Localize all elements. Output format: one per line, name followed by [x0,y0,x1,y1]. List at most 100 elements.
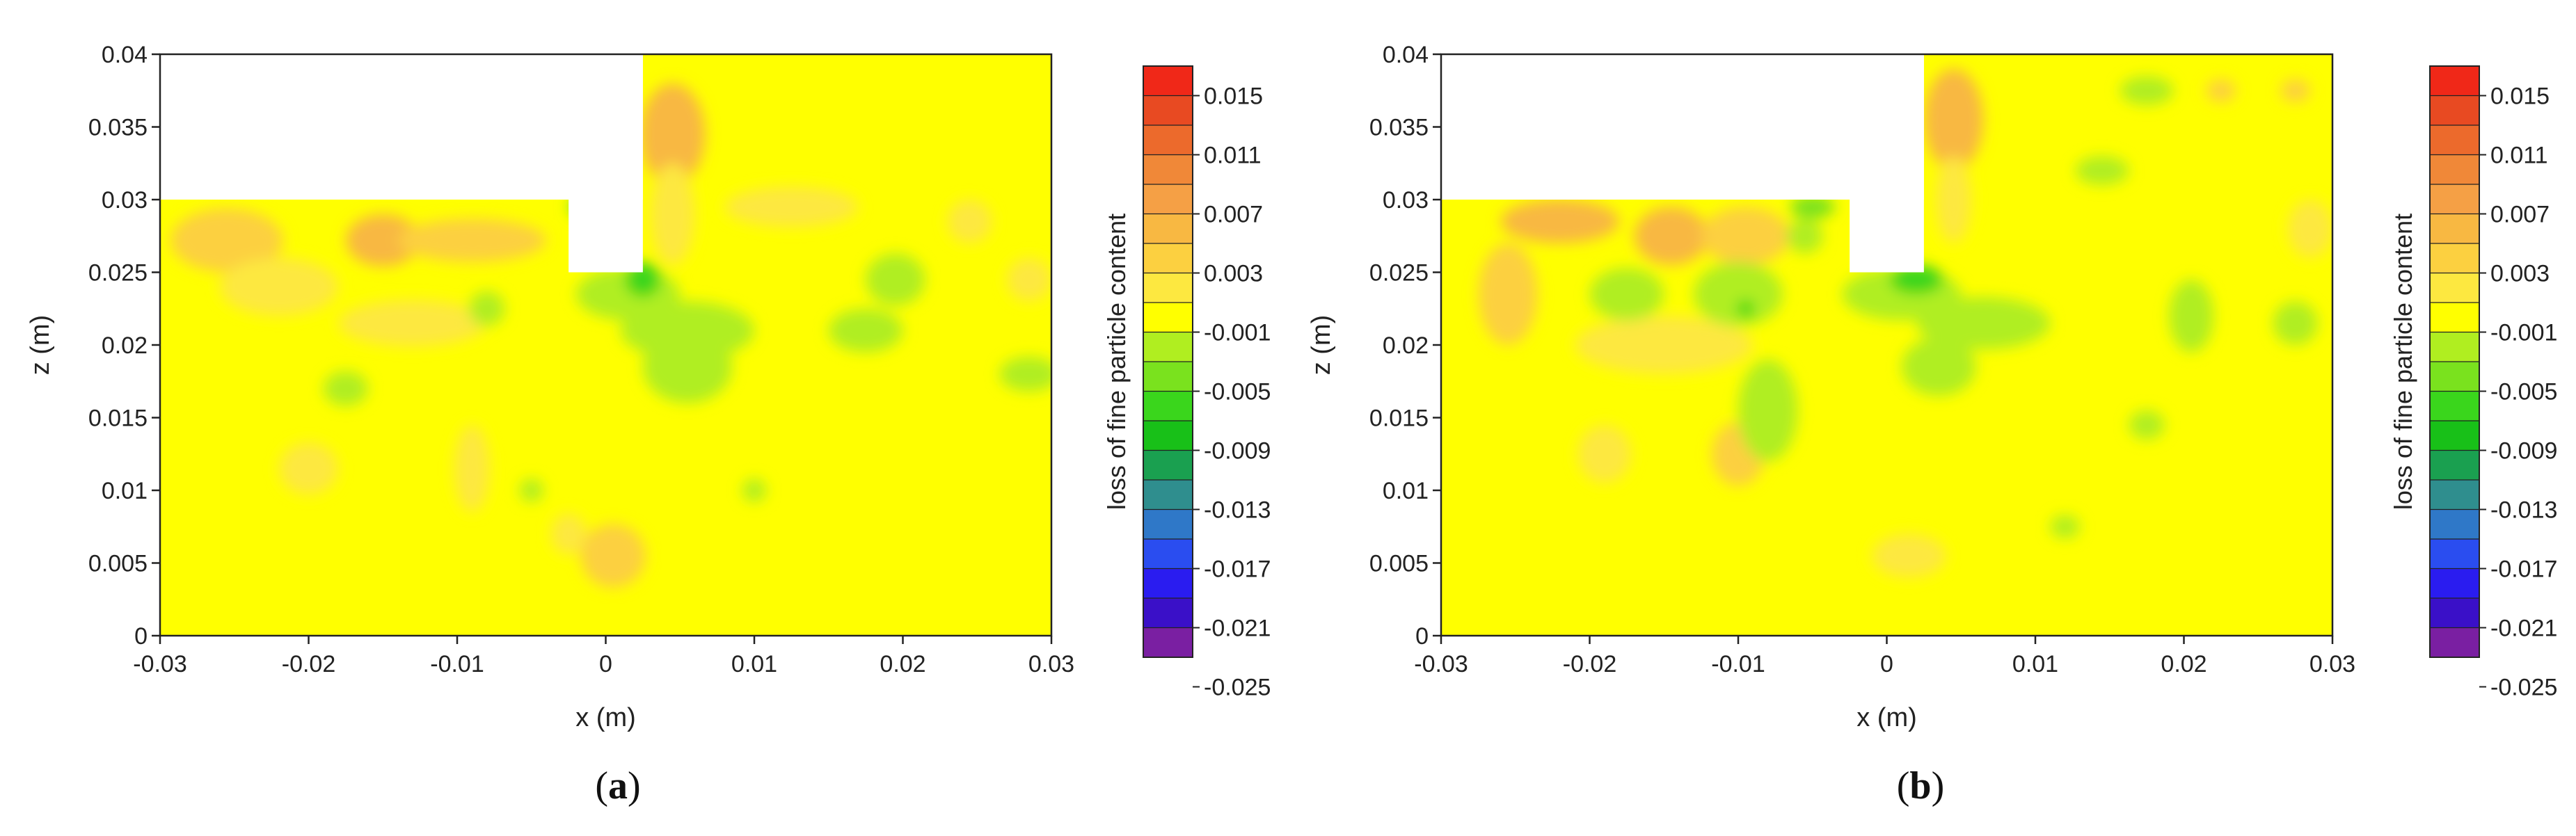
colorbar-tick-label: 0.007 [2490,202,2550,228]
panel-caption-label: b [1909,764,1931,807]
x-tick-label: 0.01 [731,651,777,677]
contour-patch [580,524,646,588]
contour-patch [338,300,487,347]
contour-patch [2129,410,2165,440]
colorbar-tick-label: -0.009 [1204,438,1271,465]
contour-patch [2169,279,2214,353]
y-tick-label: 0.02 [102,332,148,359]
colorbar-segment [1143,273,1193,303]
contour-patch [947,200,992,243]
contour-patch [2287,200,2332,258]
colorbar-segment [2430,421,2479,451]
colorbar-tick-label: -0.013 [2490,497,2557,524]
colorbar-segment [1143,125,1193,155]
contour-patch [278,442,339,495]
colorbar: 0.015 0.011 0.007 0.003 -0.001 -0.005 -0.009 -0… [2389,65,2557,701]
y-axis-label: z (m) [1307,315,1336,376]
contour-patch [550,513,587,554]
contour-patch [1478,243,1538,345]
colorbar-segment [1143,450,1193,481]
colorbar-segment [1143,154,1193,185]
contour-patch [1577,424,1632,483]
y-tick-label: 0.035 [88,115,148,141]
panel-caption: (b) [1897,764,1944,807]
contour-patch [866,253,925,306]
y-tick-label: 0.015 [1369,405,1429,432]
colorbar-segment [1143,627,1193,658]
panel-caption: (a) [595,764,640,807]
colorbar-segment [1143,480,1193,510]
x-axis-label: x (m) [575,703,636,732]
colorbar-tick-label: -0.025 [2490,675,2557,701]
y-tick-label: 0.03 [1383,187,1429,214]
contour-patch [1872,533,1946,578]
colorbar-segment [2430,627,2479,658]
colorbar-segment [1143,243,1193,273]
colorbar-segment [2430,95,2479,126]
excavation-region [1850,54,1924,273]
contour-field [160,54,1051,636]
contour-patches [1478,68,2332,578]
y-tick-label: 0.02 [1383,332,1429,359]
y-tick-label: 0.015 [88,405,148,432]
excavation-region [160,54,643,200]
colorbar-tick-label: 0.015 [2490,83,2550,110]
colorbar-segment [2430,66,2479,96]
y-tick-label: 0.025 [1369,260,1429,287]
colorbar-segment [1143,66,1193,96]
y-tick-label: 0.005 [88,551,148,577]
colorbar-segment [2430,450,2479,481]
colorbar-tick-label: -0.021 [1204,616,1271,642]
contour-patch [2120,76,2174,106]
colorbar-segment [2430,184,2479,214]
panel-caption-label: a [608,764,628,807]
colorbar-segment [1143,303,1193,332]
colorbar-tick-label: -0.021 [2490,616,2557,642]
contour-patch [742,479,767,502]
x-tick-label: 0.02 [880,651,925,677]
colorbar-tick-label: 0.011 [1204,143,1262,169]
contour-patch [1693,262,1783,326]
y-axis-label: z (m) [26,315,55,376]
x-tick-label: 0 [599,651,612,677]
contour-patch [1500,200,1620,243]
colorbar-segment [1143,184,1193,214]
y-tick-label: 0 [134,623,148,650]
colorbar-frame [2429,65,2480,658]
colorbar-segment [2430,480,2479,510]
colorbar-tick-label: -0.009 [2490,438,2557,465]
contour-patch [2050,515,2081,538]
x-tick-label: 0 [1880,651,1893,677]
colorbar-segment [2430,598,2479,628]
colorbar-segment [1143,539,1193,569]
colorbar-segment [1143,362,1193,392]
colorbar-tick-label: -0.005 [1204,379,1271,405]
contour-patch [1738,359,1798,462]
colorbar-tick-label: 0.011 [2490,143,2548,169]
colorbar-segment [2430,509,2479,540]
contour-patch [1935,156,1972,243]
panel-caption-open: ( [1897,764,1910,807]
x-tick-label: -0.03 [133,651,187,677]
contour-patch [1901,337,1976,396]
colorbar: 0.015 0.011 0.007 0.003 -0.001 -0.005 -0.009 -0… [1102,65,1271,701]
contour-patch [1916,297,2051,350]
colorbar-segment [1143,509,1193,540]
colorbar-tick-label: -0.001 [2490,320,2557,346]
contour-field [1441,54,2332,636]
contour-patch [1736,300,1755,318]
colorbar-segment [1143,598,1193,628]
colorbar-tick-label: 0.015 [1204,83,1263,110]
y-tick-label: 0.035 [1369,115,1429,141]
colorbar-segment [2430,243,2479,273]
y-tick-label: 0.04 [102,42,148,68]
colorbar-tick-label: -0.025 [1204,675,1271,701]
y-tick-label: 0.03 [102,187,148,214]
colorbar-tick-label: -0.017 [1204,556,1271,583]
colorbar-segment [1143,332,1193,362]
contour-patch [2075,156,2129,186]
colorbar-segment [2430,539,2479,569]
x-axis-label: x (m) [1857,703,1917,732]
colorbar-tick-label: -0.001 [1204,320,1271,346]
colorbar-frame [1143,65,1193,658]
